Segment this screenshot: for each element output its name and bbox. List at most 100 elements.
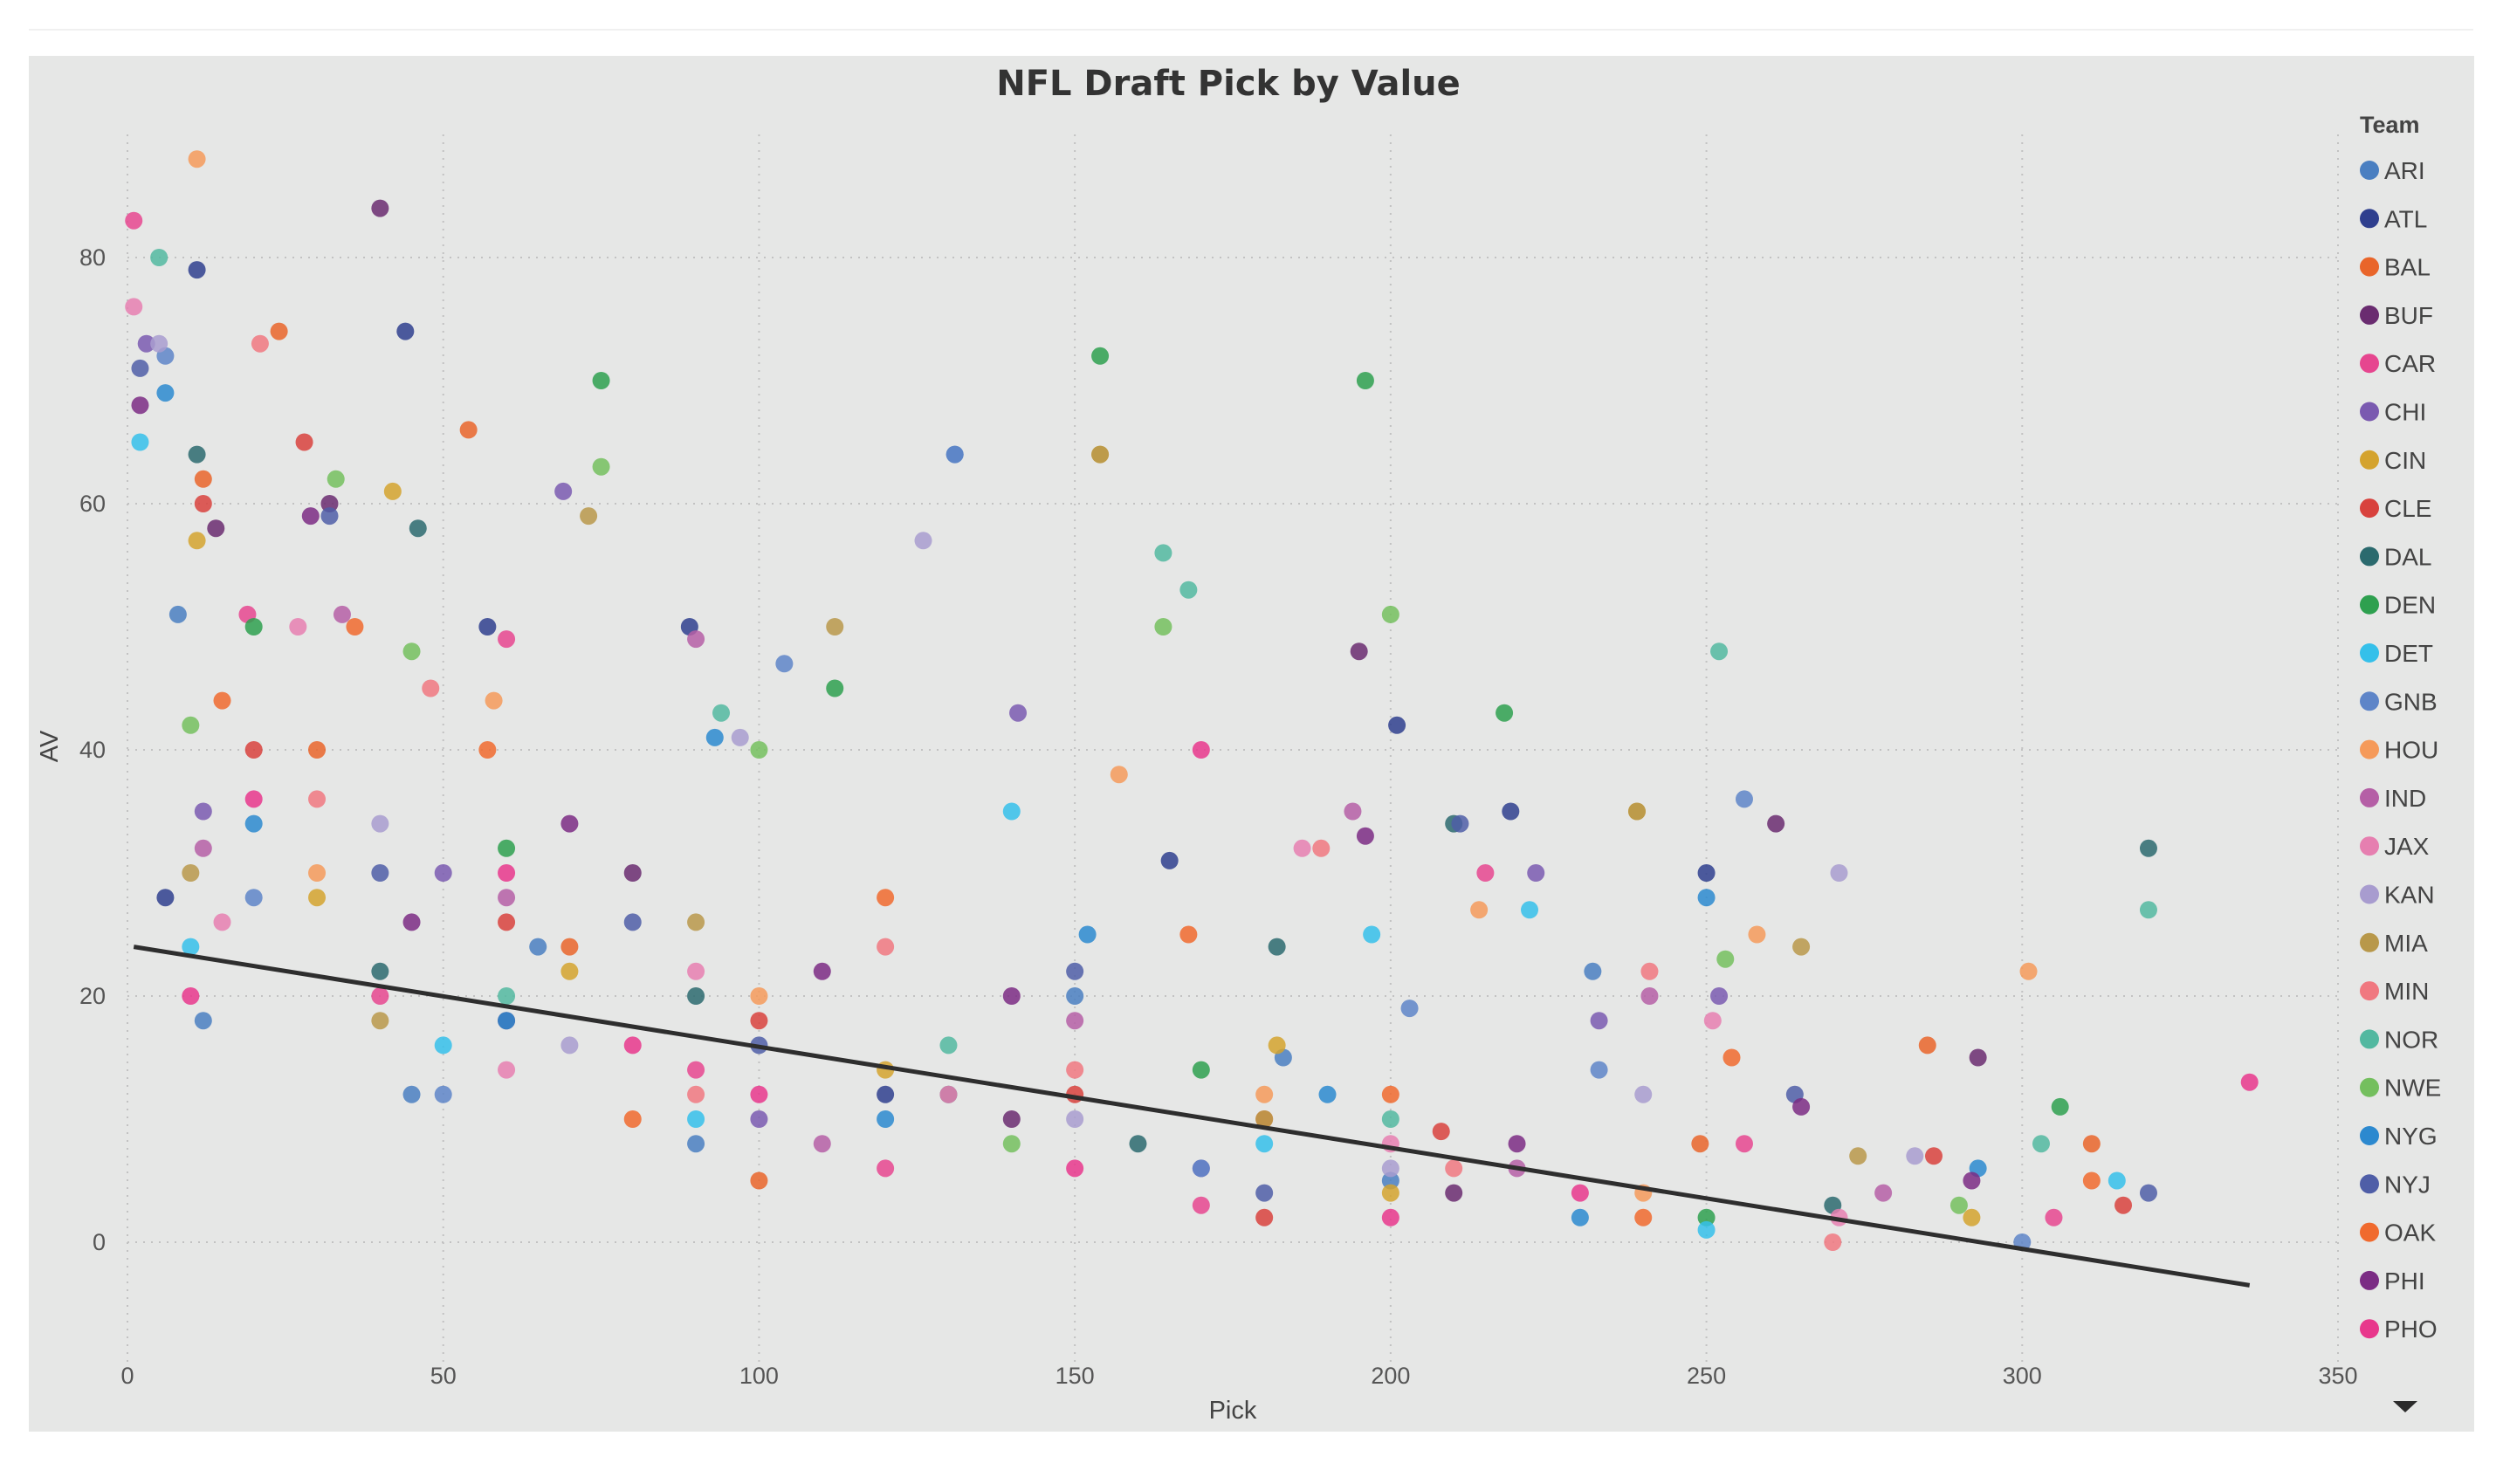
legend-item-det[interactable]: DET (2360, 640, 2433, 667)
data-point[interactable] (750, 741, 768, 759)
data-point[interactable] (1634, 1208, 1653, 1226)
data-point[interactable] (182, 987, 200, 1005)
data-point[interactable] (1363, 925, 1381, 944)
data-point[interactable] (1066, 1012, 1084, 1030)
data-point[interactable] (687, 630, 705, 649)
data-point[interactable] (2082, 1171, 2101, 1190)
data-point[interactable] (251, 334, 269, 353)
data-point[interactable] (1792, 938, 1811, 956)
data-point[interactable] (402, 642, 421, 661)
data-point[interactable] (687, 1085, 705, 1103)
legend-item-atl[interactable]: ATL (2360, 205, 2427, 232)
data-point[interactable] (1388, 716, 1406, 734)
data-point[interactable] (1918, 1036, 1936, 1055)
data-point[interactable] (1735, 1135, 1753, 1153)
data-point[interactable] (478, 618, 497, 636)
data-point[interactable] (1078, 925, 1097, 944)
data-point[interactable] (1584, 962, 1602, 980)
data-point[interactable] (1445, 1159, 1463, 1178)
data-point[interactable] (2051, 1097, 2069, 1116)
data-point[interactable] (150, 249, 168, 266)
data-point[interactable] (1716, 950, 1735, 968)
data-point[interactable] (434, 864, 452, 882)
legend-item-kan[interactable]: KAN (2360, 882, 2435, 909)
data-point[interactable] (1255, 1135, 1274, 1153)
data-point[interactable] (1356, 372, 1374, 389)
data-point[interactable] (371, 814, 389, 833)
data-point[interactable] (434, 1036, 452, 1055)
data-point[interactable] (1002, 802, 1021, 821)
data-point[interactable] (1470, 901, 1489, 919)
data-point[interactable] (1735, 790, 1753, 808)
data-point[interactable] (775, 655, 794, 673)
data-point[interactable] (194, 1012, 212, 1030)
data-point[interactable] (1110, 766, 1128, 784)
data-point[interactable] (1445, 1184, 1463, 1202)
data-point[interactable] (750, 1085, 768, 1103)
data-point[interactable] (687, 1110, 705, 1128)
data-point[interactable] (1723, 1048, 1741, 1067)
data-point[interactable] (1318, 1085, 1337, 1103)
data-point[interactable] (2032, 1135, 2050, 1153)
data-point[interactable] (402, 913, 421, 931)
data-point[interactable] (1192, 741, 1210, 759)
data-point[interactable] (1627, 802, 1646, 821)
data-point[interactable] (244, 889, 263, 907)
data-point[interactable] (877, 889, 895, 907)
data-point[interactable] (2045, 1208, 2063, 1226)
data-point[interactable] (1179, 925, 1198, 944)
data-point[interactable] (1381, 1171, 1399, 1190)
data-point[interactable] (687, 962, 705, 980)
data-point[interactable] (422, 679, 440, 697)
data-point[interactable] (1192, 1196, 1210, 1214)
data-point[interactable] (168, 605, 187, 623)
data-point[interactable] (1154, 618, 1172, 636)
data-point[interactable] (1312, 839, 1331, 857)
legend-item-min[interactable]: MIN (2360, 978, 2429, 1005)
data-point[interactable] (194, 495, 212, 512)
data-point[interactable] (939, 1036, 958, 1055)
data-point[interactable] (1925, 1147, 1943, 1165)
data-point[interactable] (712, 704, 731, 722)
data-point[interactable] (320, 495, 339, 512)
data-point[interactable] (1527, 864, 1545, 882)
data-point[interactable] (244, 790, 263, 808)
data-point[interactable] (1697, 889, 1716, 907)
data-point[interactable] (1451, 814, 1469, 833)
data-point[interactable] (1874, 1184, 1893, 1202)
legend-item-den[interactable]: DEN (2360, 592, 2436, 619)
data-point[interactable] (813, 962, 831, 980)
data-point[interactable] (1963, 1208, 1981, 1226)
data-point[interactable] (1179, 581, 1198, 599)
data-point[interactable] (383, 482, 402, 500)
data-point[interactable] (188, 532, 206, 550)
data-point[interactable] (1697, 1220, 1716, 1239)
data-point[interactable] (1066, 987, 1084, 1005)
data-point[interactable] (213, 913, 231, 931)
data-point[interactable] (592, 372, 610, 389)
legend-item-cin[interactable]: CIN (2360, 447, 2426, 474)
legend-item-nwe[interactable]: NWE (2360, 1075, 2441, 1102)
data-point[interactable] (194, 839, 212, 857)
data-point[interactable] (156, 889, 175, 907)
data-point[interactable] (402, 1085, 421, 1103)
data-point[interactable] (1640, 962, 1659, 980)
data-point[interactable] (1792, 1097, 1811, 1116)
data-point[interactable] (182, 716, 200, 734)
data-point[interactable] (2108, 1171, 2126, 1190)
data-point[interactable] (409, 519, 427, 538)
data-point[interactable] (705, 728, 724, 746)
data-point[interactable] (877, 938, 895, 956)
legend-item-oak[interactable]: OAK (2360, 1219, 2436, 1247)
data-point[interactable] (396, 322, 415, 340)
data-point[interactable] (1066, 1110, 1084, 1128)
data-point[interactable] (1091, 445, 1110, 464)
data-point[interactable] (687, 1135, 705, 1153)
data-point[interactable] (2139, 839, 2157, 857)
legend-scroll-button[interactable] (2386, 1393, 2424, 1419)
data-point[interactable] (1129, 1135, 1147, 1153)
data-point[interactable] (498, 913, 516, 931)
data-point[interactable] (125, 211, 143, 230)
legend-item-buf[interactable]: BUF (2360, 302, 2433, 329)
data-point[interactable] (1432, 1123, 1450, 1141)
